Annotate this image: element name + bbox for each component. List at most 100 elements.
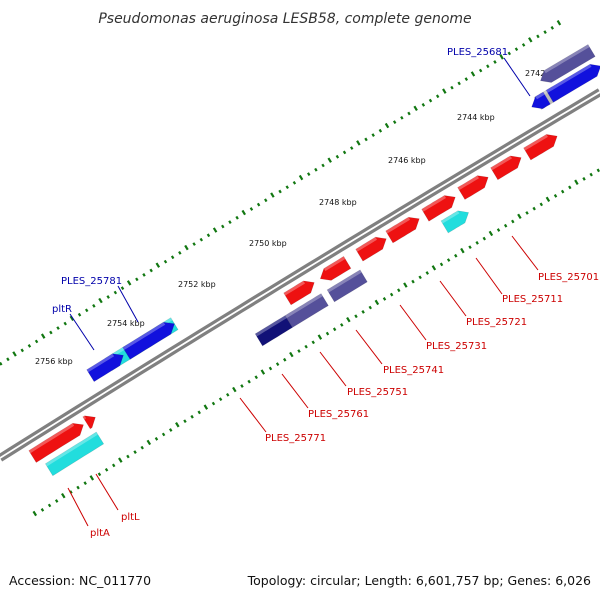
inner-scale-tick: [69, 490, 73, 494]
inner-scale-tick: [304, 344, 308, 349]
inner-scale-tick: [446, 258, 451, 262]
inner-scale-tick: [361, 310, 365, 314]
outer-scale-tick: [421, 103, 426, 107]
inner-scale-tick: [397, 288, 401, 293]
inner-scale-tick: [311, 340, 315, 345]
outer-scale-tick: [356, 140, 361, 146]
inner-scale-tick: [226, 392, 230, 397]
outer-scale-tick: [63, 321, 67, 326]
inner-scale-tick: [574, 179, 579, 185]
gene-g-25681c: [531, 91, 551, 110]
leader-ples-25731: [399, 304, 427, 341]
gene-ples-25721a-highlight: [457, 175, 479, 191]
leader-ples-25751: [319, 351, 347, 387]
inner-scale-tick: [118, 457, 123, 463]
outer-scale-tick: [550, 26, 554, 30]
outer-scale-tick: [228, 220, 232, 224]
outer-scale-tick: [400, 115, 404, 120]
gene-g-25681d: [545, 63, 600, 103]
outer-scale-tick: [428, 98, 433, 103]
inner-scale-tick: [260, 369, 266, 375]
inner-scale-tick: [104, 467, 109, 472]
inner-scale-tick: [532, 206, 536, 211]
outer-scale-tick: [221, 224, 225, 229]
inner-scale-tick: [218, 397, 223, 402]
outer-scale-tick: [12, 351, 17, 357]
inner-scale-tick: [197, 410, 201, 415]
leader-ples-25761: [281, 373, 309, 409]
inner-scale-tick: [89, 475, 95, 481]
label-ples-25761: PLES_25761: [308, 409, 369, 420]
inner-scale-tick: [589, 172, 593, 177]
inner-scale-tick: [76, 485, 80, 490]
gene-pltA-gene: [44, 431, 105, 477]
outer-scale-tick: [241, 209, 246, 216]
inner-scale-tick: [47, 503, 52, 508]
outer-scale-tick: [49, 330, 53, 335]
gene-pltL-gene2: [82, 415, 96, 430]
inner-scale-tick: [32, 510, 38, 517]
outer-scale-tick: [435, 94, 440, 99]
inner-scale-tick: [553, 194, 558, 198]
inner-scale-tick: [389, 292, 394, 297]
gene-ples-25751b-highlight: [327, 269, 362, 293]
outer-scale-tick: [0, 361, 3, 366]
gene-ples-25731: [421, 195, 456, 222]
inner-scale-tick: [240, 384, 244, 388]
inner-scale-tick: [517, 213, 522, 220]
outer-scale-tick: [126, 280, 132, 286]
inner-scale-tick: [346, 317, 351, 323]
inner-scale-tick: [403, 282, 408, 288]
outer-scale-tick: [113, 290, 118, 295]
inner-scale-tick: [496, 228, 501, 232]
inner-scale-tick: [61, 492, 66, 499]
inner-scale-tick: [340, 323, 344, 327]
outer-scale-tick: [256, 202, 261, 207]
outer-scale-tick: [307, 172, 311, 176]
outer-scale-tick: [371, 133, 375, 137]
outer-scale-tick: [106, 295, 110, 299]
outer-scale-tick: [470, 71, 476, 77]
inner-scale-tick: [325, 331, 330, 336]
label-ples-25701: PLES_25701: [538, 272, 599, 283]
outer-scale-tick: [135, 277, 139, 282]
inner-scale-tick: [275, 362, 280, 366]
outer-scale-tick: [493, 60, 497, 64]
gene-pltR-gene2-highlight: [122, 322, 166, 350]
inner-scale-tick: [317, 334, 323, 340]
inner-scale-tick: [97, 472, 102, 477]
label-pltL: pltL: [121, 512, 140, 523]
outer-scale-tick: [178, 251, 182, 255]
gene-pltR-gene: [86, 353, 124, 383]
label-ples-25771: PLES_25771: [265, 433, 326, 444]
outer-scale-tick: [349, 146, 354, 150]
outer-scale-tick: [184, 244, 189, 251]
leader-ples-25781: [117, 285, 139, 323]
inner-scale-track: [32, 168, 600, 517]
tick-label-2744: 2744 kbp: [457, 113, 495, 122]
outer-scale-tick: [69, 315, 75, 322]
label-ples-25731: PLES_25731: [426, 341, 487, 352]
outer-scale-tick: [413, 105, 418, 112]
gene-ples-25761b-highlight: [285, 293, 323, 319]
outer-scale-tick: [392, 120, 397, 124]
inner-scale-tick: [161, 432, 166, 437]
outer-scale-tick: [442, 88, 447, 94]
gene-ples-25751b: [326, 269, 368, 303]
inner-scale-tick: [454, 253, 458, 258]
label-ples-25741: PLES_25741: [383, 365, 444, 376]
gene-g-25681d-highlight: [546, 64, 592, 93]
outer-scale-tick: [499, 54, 504, 60]
outer-scale-tick: [6, 357, 10, 362]
gene-ples-25731-highlight: [421, 195, 446, 212]
gene-ples-25741: [385, 216, 420, 244]
outer-scale-tick: [20, 348, 24, 353]
accession-text: Accession: NC_011770: [9, 573, 151, 588]
gene-pltL-gene-highlight: [28, 423, 75, 454]
outer-scale-tick: [464, 77, 469, 81]
outer-scale-tick: [27, 344, 32, 348]
inner-scale-tick: [468, 245, 472, 250]
outer-scale-tick: [278, 189, 282, 194]
inner-scale-tick: [183, 419, 187, 424]
